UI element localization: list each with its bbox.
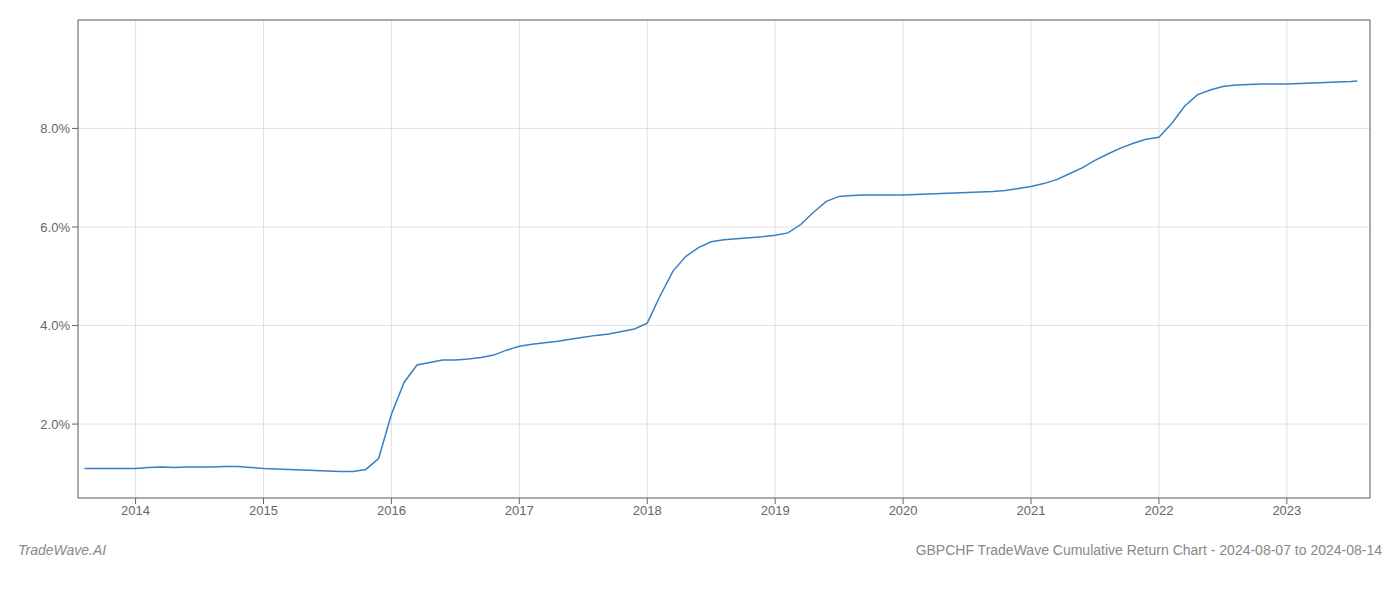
svg-text:6.0%: 6.0% (40, 220, 70, 235)
svg-text:2.0%: 2.0% (40, 417, 70, 432)
svg-text:2023: 2023 (1272, 503, 1301, 518)
svg-text:2015: 2015 (249, 503, 278, 518)
html-text:TradeWave.AI: TradeWave.AI (18, 542, 107, 558)
svg-text:2016: 2016 (377, 503, 406, 518)
svg-text:2017: 2017 (505, 503, 534, 518)
svg-text:2021: 2021 (1017, 503, 1046, 518)
html-text:GBPCHF TradeWave Cumulative Re: GBPCHF TradeWave Cumulative Return Chart… (915, 542, 1382, 558)
svg-text:2014: 2014 (121, 503, 150, 518)
svg-text:2018: 2018 (633, 503, 662, 518)
svg-text:2020: 2020 (889, 503, 918, 518)
svg-text:8.0%: 8.0% (40, 121, 70, 136)
svg-text:4.0%: 4.0% (40, 318, 70, 333)
svg-text:2019: 2019 (761, 503, 790, 518)
svg-text:2022: 2022 (1144, 503, 1173, 518)
